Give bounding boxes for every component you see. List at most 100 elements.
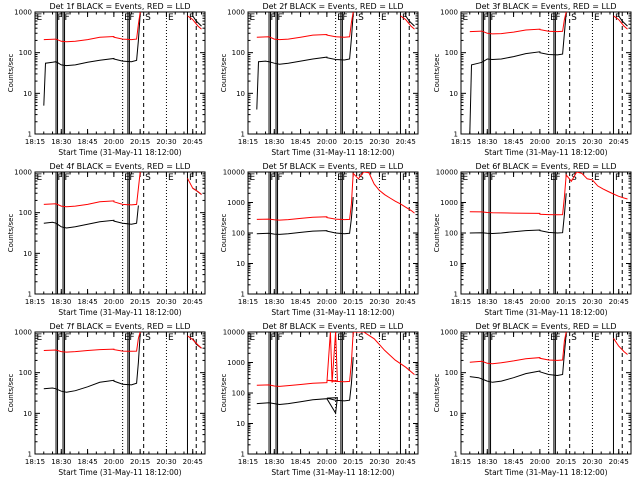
y-tick-label: 10 [449, 90, 458, 98]
marker-label: F [342, 13, 347, 23]
x-tick-label: 20:00 [317, 138, 337, 146]
x-tick-label: 18:45 [503, 458, 523, 466]
x-tick-label: 18:15 [451, 298, 471, 306]
marker-label: F [491, 13, 496, 23]
x-tick-label: 18:15 [238, 458, 258, 466]
x-tick-label: 20:30 [582, 458, 602, 466]
marker-label: E [168, 173, 174, 183]
marker-label: E [337, 173, 343, 183]
lld-line [256, 12, 354, 41]
marker-label: F [129, 13, 134, 23]
chart-panel-6: Det 6f BLACK = Events, RED = LLD Counts/s… [433, 162, 632, 317]
x-tick-label: 20:30 [369, 138, 389, 146]
marker-label: E [250, 13, 256, 23]
y-axis-label: Counts/sec [220, 374, 228, 413]
plot-frame [34, 11, 206, 135]
x-tick-label: 18:45 [290, 138, 310, 146]
x-tick-label: 18:15 [451, 458, 471, 466]
x-tick-label: 20:15 [130, 298, 150, 306]
marker-label: F [58, 333, 63, 343]
y-tick-label: 10 [236, 90, 245, 98]
marker-label: E [550, 13, 556, 23]
marker-label: E [381, 173, 387, 183]
lld-line [43, 172, 141, 208]
lld-line [613, 15, 628, 30]
events-line [256, 357, 354, 415]
y-tick-label: 100 [19, 49, 32, 57]
marker-label: S [358, 333, 364, 343]
plot-frame [34, 171, 206, 295]
marker-label: S [145, 333, 151, 343]
x-axis-label: Start Time (31-May-11 18:12:00) [271, 308, 394, 317]
x-axis-label: Start Time (31-May-11 18:12:00) [484, 148, 607, 157]
marker-label: F [65, 173, 70, 183]
y-tick-label: 100 [232, 49, 245, 57]
marker-label: F [484, 173, 489, 183]
x-tick-label: 20:15 [556, 138, 576, 146]
y-tick-label: 100 [19, 209, 32, 217]
marker-label: F [189, 333, 194, 343]
marker-label: E [124, 333, 130, 343]
events-line [618, 15, 628, 27]
marker-label: E [463, 173, 469, 183]
x-tick-label: 20:30 [369, 298, 389, 306]
y-tick-label: 1000 [440, 199, 458, 207]
chart-panel-9: Det 9f BLACK = Events, RED = LLD Counts/s… [433, 322, 632, 477]
y-tick-label: 1 [454, 451, 458, 459]
y-tick-label: 1000 [440, 329, 458, 337]
x-tick-label: 18:45 [77, 138, 97, 146]
y-tick-label: 10000 [436, 169, 458, 177]
lld-line [187, 335, 202, 349]
x-tick-label: 18:15 [238, 138, 258, 146]
x-tick-label: 20:15 [130, 138, 150, 146]
marker-label: F [271, 333, 276, 343]
marker-label: S [358, 173, 364, 183]
y-tick-label: 100 [232, 390, 245, 398]
marker-label: F [402, 333, 407, 343]
events-line [256, 13, 354, 110]
marker-label: E [463, 13, 469, 23]
y-tick-label: 1000 [227, 359, 245, 367]
events-line [469, 193, 567, 235]
y-tick-label: 1 [28, 291, 32, 299]
plot-frame [247, 11, 419, 135]
marker-label: F [402, 173, 407, 183]
y-tick-label: 10 [236, 260, 245, 268]
y-tick-label: 10 [236, 420, 245, 428]
marker-label: E [37, 333, 43, 343]
lld-line [43, 332, 141, 353]
y-tick-label: 10 [23, 410, 32, 418]
series-group [256, 332, 415, 415]
marker-label: E [463, 333, 469, 343]
y-tick-label: 1 [454, 291, 458, 299]
marker-label: F [271, 173, 276, 183]
x-tick-label: 18:45 [77, 458, 97, 466]
y-tick-label: 1000 [227, 199, 245, 207]
lld-line [256, 172, 415, 221]
chart-title: Det 7f BLACK = Events, RED = LLD [49, 322, 190, 331]
x-tick-label: 18:15 [25, 458, 45, 466]
lld-line [187, 15, 202, 30]
y-tick-label: 1 [241, 131, 245, 139]
marker-label: S [358, 13, 364, 23]
marker-label: F [484, 333, 489, 343]
x-axis-label: Start Time (31-May-11 18:12:00) [58, 468, 181, 477]
series-group [256, 12, 415, 110]
chart-title: Det 1f BLACK = Events, RED = LLD [49, 2, 190, 11]
marker-label: E [337, 13, 343, 23]
y-axis-label: Counts/sec [220, 214, 228, 253]
marker-label: E [594, 173, 600, 183]
y-tick-label: 1 [454, 131, 458, 139]
x-tick-label: 20:00 [104, 138, 124, 146]
marker-label: F [58, 173, 63, 183]
x-tick-label: 20:00 [530, 458, 550, 466]
marker-label: F [189, 13, 194, 23]
x-tick-label: 20:30 [582, 138, 602, 146]
x-tick-label: 20:15 [343, 458, 363, 466]
marker-label: E [250, 173, 256, 183]
marker-label: F [189, 173, 194, 183]
lld-line [469, 332, 567, 365]
series-group [43, 12, 202, 106]
x-tick-label: 18:30 [264, 138, 284, 146]
